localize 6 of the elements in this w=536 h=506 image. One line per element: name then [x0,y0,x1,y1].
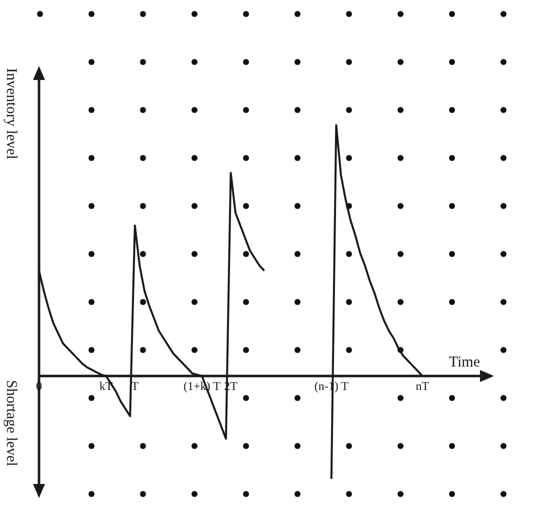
x-tick-label: kT [99,379,114,394]
x-axis-title: Time [448,354,480,370]
x-tick-label: nT [416,379,430,394]
y-axis-title: Inventory level [3,68,20,160]
x-tick-label: T [131,379,140,394]
text: Shortage level [3,380,20,466]
